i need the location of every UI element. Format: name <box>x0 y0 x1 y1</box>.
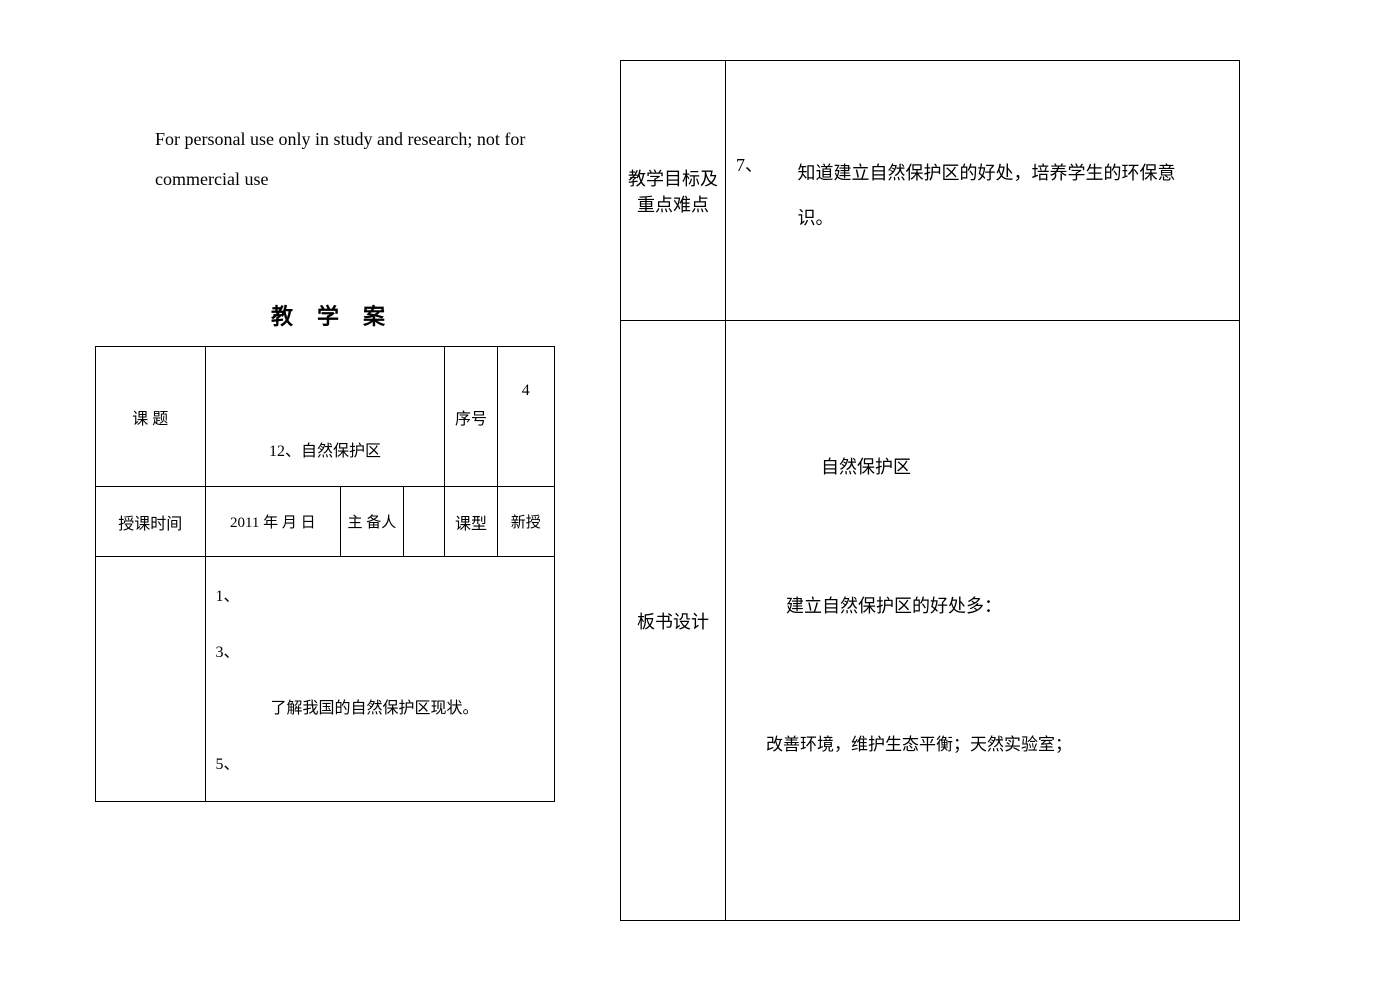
board-line: 自然保护区 <box>766 453 1219 482</box>
table-row: 授课时间 2011 年 月 日 主 备人 课型 新授 <box>96 487 555 557</box>
lesson-detail-table: 教学目标及重点难点 7、 知道建立自然保护区的好处，培养学生的环保意识。 板书设… <box>620 60 1240 921</box>
objective-item: 了解我国的自然保护区现状。 <box>216 681 548 737</box>
teach-time-label: 授课时间 <box>96 487 206 557</box>
teach-date: 2011 年 月 日 <box>205 487 341 557</box>
preparer-value <box>403 487 445 557</box>
document-title: 教学案 <box>60 299 560 331</box>
lesson-type-value: 新授 <box>497 487 554 557</box>
objective-number: 7、 <box>736 151 763 177</box>
sequence-value: 4 <box>497 347 554 487</box>
left-column: For personal use only in study and resea… <box>60 60 620 942</box>
objectives-difficulties-content: 7、 知道建立自然保护区的好处，培养学生的环保意识。 <box>726 61 1240 321</box>
sequence-label: 序号 <box>445 347 497 487</box>
table-row: 1、 3、 了解我国的自然保护区现状。 5、 <box>96 557 555 802</box>
table-row: 课 题 12、自然保护区 序号 4 <box>96 347 555 487</box>
table-row: 板书设计 自然保护区 建立自然保护区的好处多： 改善环境，维护生态平衡；天然实验… <box>621 321 1240 921</box>
lesson-title-label: 课 题 <box>96 347 206 487</box>
objective-text: 知道建立自然保护区的好处，培养学生的环保意识。 <box>768 151 1198 241</box>
table-row: 教学目标及重点难点 7、 知道建立自然保护区的好处，培养学生的环保意识。 <box>621 61 1240 321</box>
objective-item: 5、 <box>216 737 548 793</box>
lesson-info-table: 课 题 12、自然保护区 序号 4 授课时间 2011 年 月 日 主 备人 课… <box>95 346 555 802</box>
objective-item: 1、 <box>216 569 548 625</box>
objectives-content: 1、 3、 了解我国的自然保护区现状。 5、 <box>205 557 554 802</box>
board-design-content: 自然保护区 建立自然保护区的好处多： 改善环境，维护生态平衡；天然实验室； <box>726 321 1240 921</box>
board-design-label: 板书设计 <box>621 321 726 921</box>
preparer-label: 主 备人 <box>341 487 404 557</box>
board-line: 改善环境，维护生态平衡；天然实验室； <box>766 731 1219 758</box>
lesson-title-value: 12、自然保护区 <box>205 347 445 487</box>
objectives-label-cell <box>96 557 206 802</box>
objective-item: 3、 <box>216 625 548 681</box>
lesson-type-label: 课型 <box>445 487 497 557</box>
objectives-difficulties-label: 教学目标及重点难点 <box>621 61 726 321</box>
board-line: 建立自然保护区的好处多： <box>766 592 1219 621</box>
right-column: 教学目标及重点难点 7、 知道建立自然保护区的好处，培养学生的环保意识。 板书设… <box>620 60 1240 942</box>
english-disclaimer: For personal use only in study and resea… <box>60 120 560 199</box>
